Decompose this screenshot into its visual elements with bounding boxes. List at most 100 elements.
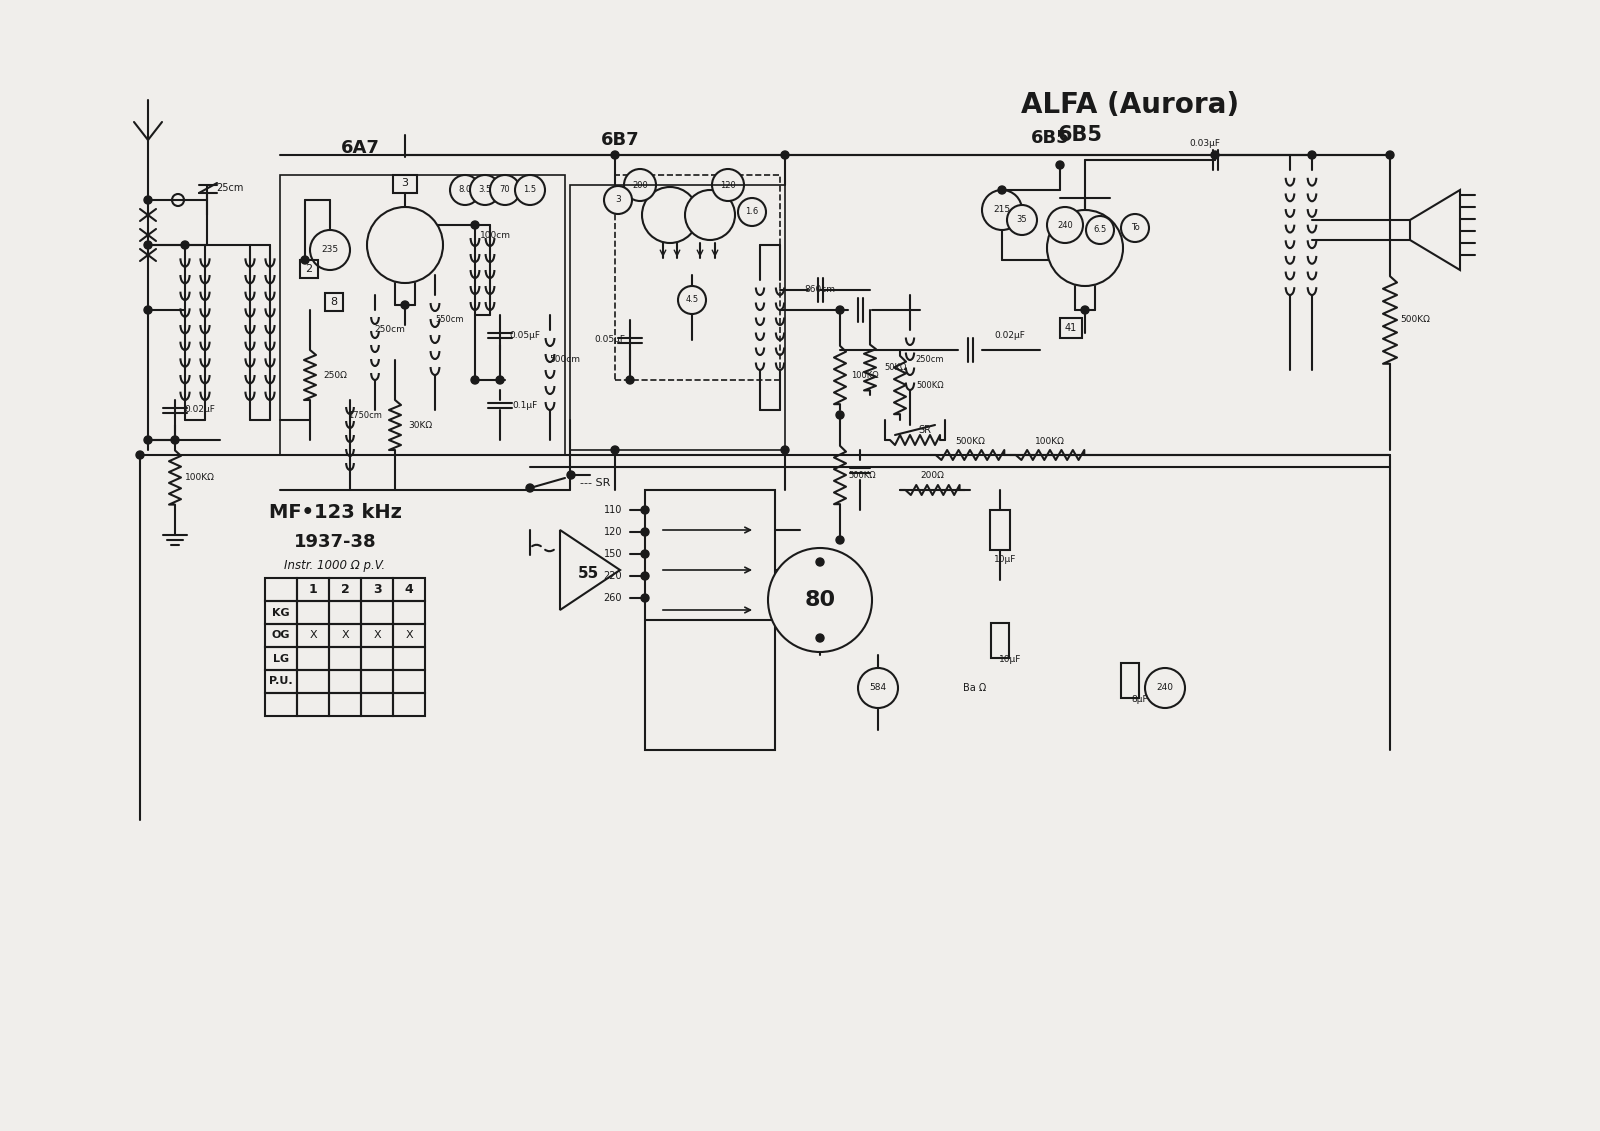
Text: 235: 235 (322, 245, 339, 254)
Bar (362, 670, 394, 693)
Circle shape (1056, 161, 1064, 169)
Text: MF•123 kHz: MF•123 kHz (269, 502, 402, 521)
Circle shape (642, 187, 698, 243)
Circle shape (998, 185, 1006, 195)
Bar (330, 578, 362, 601)
Bar (325, 293, 342, 311)
Text: 10μF: 10μF (994, 555, 1016, 564)
Circle shape (515, 175, 546, 205)
Text: 100KΩ: 100KΩ (851, 371, 878, 380)
Text: 120: 120 (720, 181, 736, 190)
Text: 6.5: 6.5 (1093, 225, 1107, 234)
Bar (362, 624, 394, 647)
Text: X: X (373, 630, 381, 640)
Text: 1: 1 (309, 582, 317, 596)
Text: 1937-38: 1937-38 (294, 533, 376, 551)
Text: 3.5: 3.5 (478, 185, 491, 195)
Text: 0.05μF: 0.05μF (509, 330, 541, 339)
Text: 3: 3 (373, 582, 381, 596)
Bar (394, 624, 426, 647)
Circle shape (1006, 205, 1037, 235)
Text: 500KΩ: 500KΩ (848, 470, 875, 480)
Text: 250cm: 250cm (374, 326, 405, 335)
Circle shape (470, 175, 499, 205)
Circle shape (642, 572, 650, 580)
Circle shape (144, 435, 152, 444)
Bar (298, 670, 330, 693)
Text: 8: 8 (331, 297, 338, 307)
Text: 6B7: 6B7 (600, 131, 640, 149)
Text: 3: 3 (402, 178, 408, 188)
Text: 0.02μF: 0.02μF (995, 330, 1026, 339)
Bar (298, 578, 330, 601)
Text: --- SR: --- SR (579, 478, 610, 487)
Bar (990, 623, 1010, 658)
Circle shape (678, 286, 706, 314)
Bar (280, 175, 565, 455)
Text: 100KΩ: 100KΩ (1035, 438, 1066, 447)
Circle shape (642, 550, 650, 558)
Text: 260: 260 (603, 593, 622, 603)
Bar (298, 624, 330, 647)
Text: 10μF: 10μF (998, 656, 1021, 665)
Circle shape (136, 451, 144, 459)
Text: Ba Ω: Ba Ω (963, 683, 987, 693)
Text: 240: 240 (1157, 683, 1173, 692)
Text: 50KΩ: 50KΩ (885, 363, 907, 372)
Circle shape (310, 230, 350, 270)
Text: 41: 41 (1066, 323, 1077, 333)
Text: 500KΩ: 500KΩ (955, 438, 986, 447)
Text: 550cm: 550cm (435, 316, 464, 325)
Circle shape (712, 169, 744, 201)
Text: To: To (1131, 224, 1139, 233)
Circle shape (642, 528, 650, 536)
Text: LG: LG (274, 654, 290, 664)
Bar (330, 647, 362, 670)
Text: 2: 2 (341, 582, 349, 596)
Text: X: X (309, 630, 317, 640)
Text: P.U.: P.U. (269, 676, 293, 687)
Text: 6A7: 6A7 (341, 139, 379, 157)
Circle shape (642, 594, 650, 602)
Text: 215: 215 (994, 206, 1011, 215)
Text: 6B5: 6B5 (1058, 126, 1102, 145)
Circle shape (1146, 668, 1186, 708)
Bar (614, 175, 781, 380)
Text: 30KΩ: 30KΩ (408, 421, 432, 430)
Circle shape (566, 470, 574, 480)
Text: 200Ω: 200Ω (920, 470, 944, 480)
Text: 1.6: 1.6 (746, 207, 758, 216)
Text: 1.5: 1.5 (523, 185, 536, 195)
Circle shape (982, 190, 1022, 230)
Circle shape (1046, 207, 1083, 243)
Text: 35: 35 (1016, 216, 1027, 224)
Bar (298, 693, 330, 716)
Circle shape (781, 152, 789, 159)
Text: X: X (341, 630, 349, 640)
Text: 500KΩ: 500KΩ (1400, 316, 1430, 325)
Circle shape (626, 375, 634, 385)
Bar (266, 647, 298, 670)
Bar (362, 578, 394, 601)
Text: 100KΩ: 100KΩ (186, 474, 214, 483)
Circle shape (1082, 307, 1090, 314)
Circle shape (470, 221, 478, 228)
Text: 70: 70 (499, 185, 510, 195)
Circle shape (781, 446, 789, 454)
Bar (394, 601, 426, 624)
Text: 860cm: 860cm (805, 285, 835, 294)
Text: OG: OG (272, 630, 290, 640)
Circle shape (490, 175, 520, 205)
Bar (394, 578, 426, 601)
Circle shape (738, 198, 766, 226)
Circle shape (1122, 214, 1149, 242)
Text: 0.02μF: 0.02μF (184, 406, 216, 414)
Text: 110: 110 (603, 506, 622, 515)
Text: 500cm: 500cm (549, 355, 581, 364)
Circle shape (181, 241, 189, 249)
Bar (266, 624, 298, 647)
Text: Instr. 1000 Ω p.V.: Instr. 1000 Ω p.V. (285, 559, 386, 571)
Bar (362, 647, 394, 670)
Text: 80: 80 (805, 590, 835, 610)
Text: 8.0: 8.0 (458, 185, 472, 195)
